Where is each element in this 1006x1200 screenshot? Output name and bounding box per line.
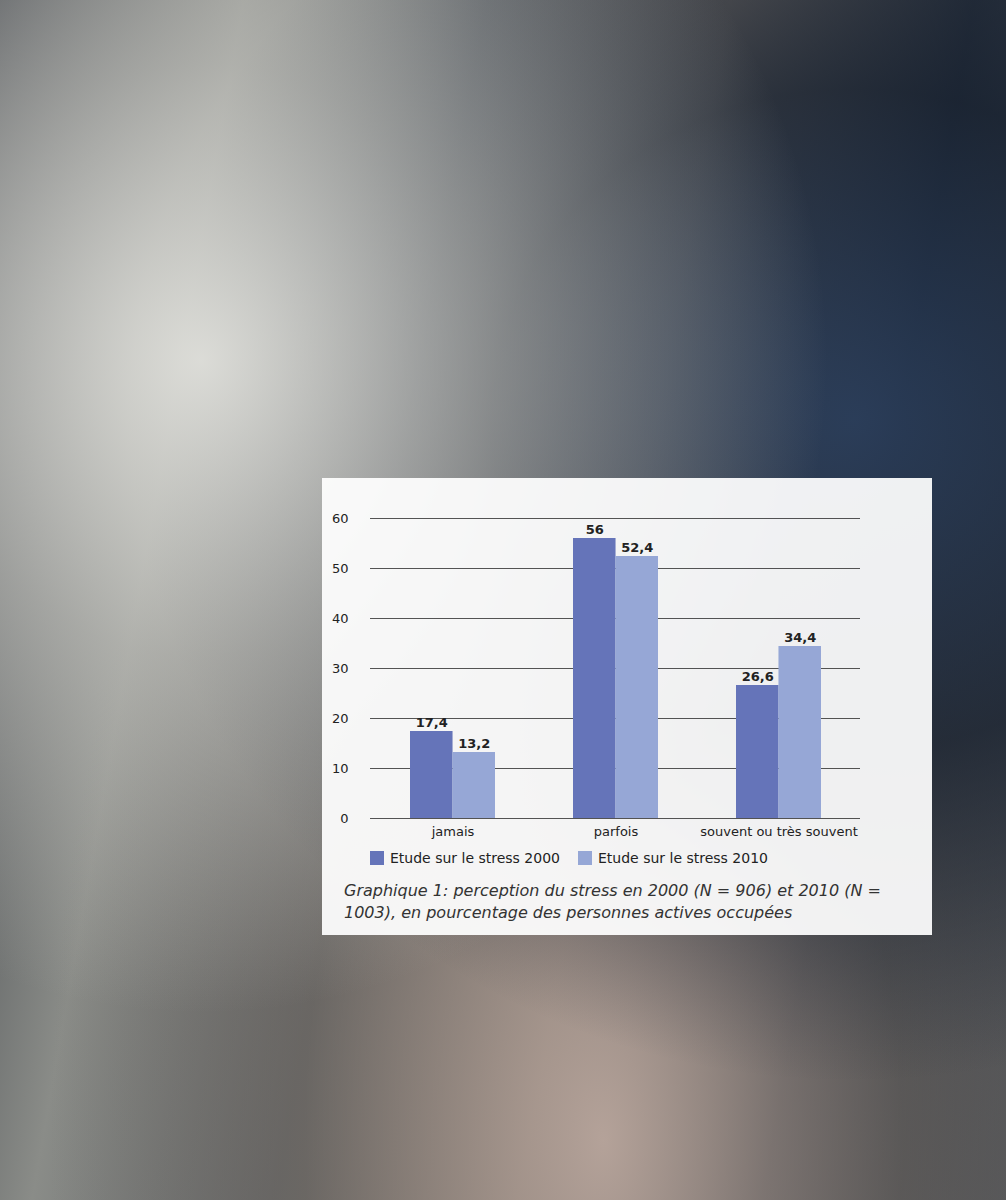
html-text:Etude sur le stress 2010: Etude sur le stress 2010 [598, 850, 768, 866]
svg-text:52,4: 52,4 [621, 540, 653, 555]
svg-text:40: 40 [332, 611, 349, 626]
svg-text:10: 10 [332, 761, 349, 776]
html-text:Etude sur le stress 2000: Etude sur le stress 2000 [390, 850, 560, 866]
svg-text:34,4: 34,4 [784, 630, 816, 645]
svg-text:0: 0 [340, 811, 348, 826]
svg-text:13,2: 13,2 [458, 736, 490, 751]
svg-text:56: 56 [586, 522, 604, 537]
svg-text:17,4: 17,4 [416, 715, 448, 730]
svg-text:jamais: jamais [431, 824, 475, 839]
svg-text:50: 50 [332, 561, 349, 576]
svg-text:souvent ou très souvent: souvent ou très souvent [700, 824, 858, 839]
svg-text:30: 30 [332, 661, 349, 676]
svg-text:60: 60 [332, 511, 349, 526]
svg-text:26,6: 26,6 [742, 669, 774, 684]
svg-text:parfois: parfois [594, 824, 639, 839]
svg-text:20: 20 [332, 711, 349, 726]
html-text:Graphique 1: perception du str: Graphique 1: perception du stress en 200… [344, 881, 881, 923]
